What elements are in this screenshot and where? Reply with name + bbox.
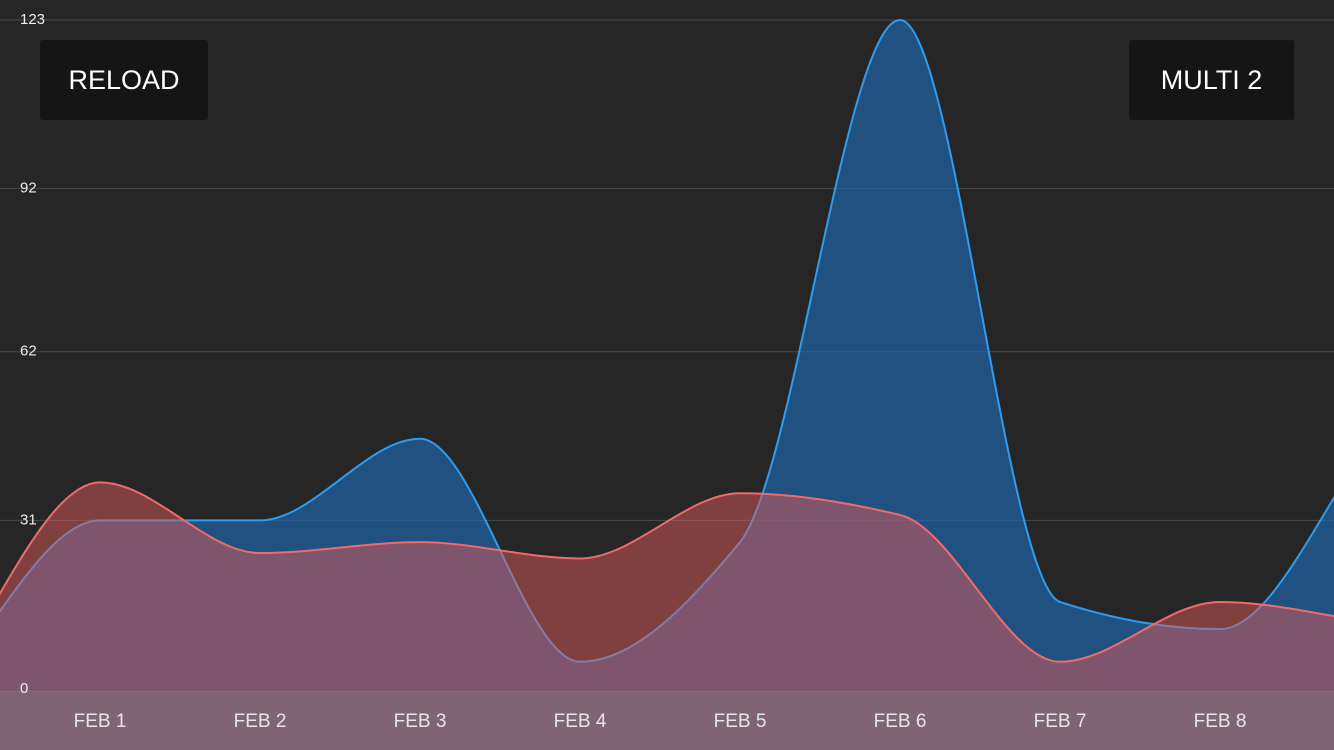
reload-button[interactable]: RELOAD bbox=[40, 40, 208, 120]
area-fill bbox=[0, 482, 1334, 689]
x-tick-label: FEB 3 bbox=[394, 711, 447, 732]
x-axis-band bbox=[0, 689, 1334, 750]
x-tick-label: FEB 6 bbox=[874, 711, 927, 732]
x-tick-label: FEB 2 bbox=[234, 711, 287, 732]
x-tick-label: FEB 5 bbox=[714, 711, 767, 732]
x-tick-label: FEB 1 bbox=[74, 711, 127, 732]
area-fill bbox=[0, 20, 1334, 689]
x-tick-label: FEB 8 bbox=[1194, 711, 1247, 732]
multi-button[interactable]: MULTI 2 bbox=[1129, 40, 1294, 120]
x-tick-label: FEB 7 bbox=[1034, 711, 1087, 732]
y-tick-label: 123 bbox=[20, 11, 45, 28]
x-tick-label: FEB 4 bbox=[554, 711, 607, 732]
y-tick-label: 62 bbox=[20, 343, 37, 360]
y-tick-label: 0 bbox=[20, 680, 28, 697]
y-tick-label: 92 bbox=[20, 180, 37, 197]
y-tick-label: 31 bbox=[20, 511, 37, 528]
series-line bbox=[0, 481, 1334, 663]
